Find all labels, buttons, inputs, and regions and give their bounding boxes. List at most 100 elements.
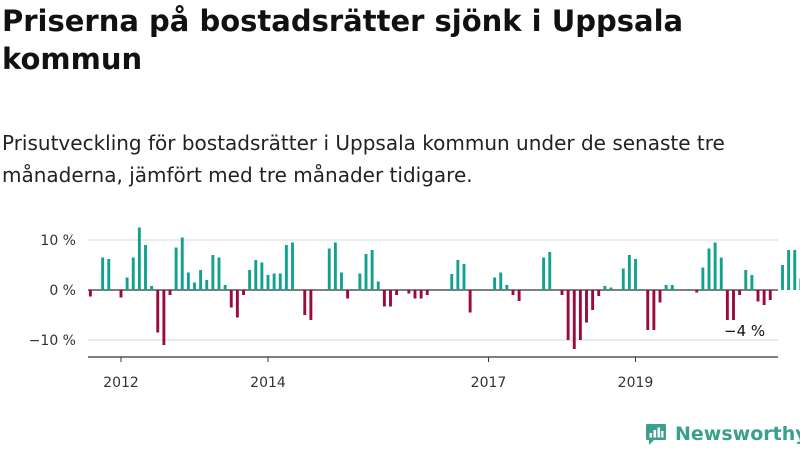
bar-positive (174, 247, 178, 290)
bar-positive (542, 257, 546, 290)
label-layer: 10 %0 %−10 %201220142017201920222024−4 % (29, 233, 765, 391)
bar-negative (738, 290, 742, 295)
bar-negative (585, 290, 588, 323)
bars-layer (88, 227, 800, 349)
bar-negative (229, 290, 233, 308)
bar-positive (781, 265, 784, 290)
bar-negative (572, 290, 576, 349)
bar-positive (211, 255, 215, 290)
bar-positive (450, 274, 454, 290)
y-tick-label: 0 % (49, 283, 76, 299)
bar-positive (101, 257, 105, 290)
bar-positive (627, 255, 631, 290)
bar-positive (462, 264, 466, 290)
bar-positive (327, 248, 331, 290)
bar-negative (597, 290, 601, 296)
bar-negative (235, 290, 239, 318)
bar-negative (407, 290, 411, 294)
chart-subtitle: Prisutveckling för bostadsrätter i Uppsa… (2, 131, 725, 187)
bar-positive (266, 275, 270, 290)
x-tick-label: 2014 (250, 375, 286, 391)
bar-positive (291, 242, 294, 290)
bar-positive (493, 277, 497, 290)
bar-positive (333, 242, 337, 290)
bar-positive (260, 262, 264, 290)
bar-positive (634, 259, 637, 290)
bar-negative (303, 290, 307, 315)
bar-positive (707, 248, 711, 290)
bar-positive (107, 259, 111, 290)
bar-negative (346, 290, 350, 299)
bar-negative (695, 290, 699, 293)
chart-title: Priserna på bostadsrätter sjönk i Uppsal… (2, 4, 684, 76)
bar-positive (193, 282, 196, 290)
bar-positive (272, 273, 276, 290)
bar-negative (468, 290, 472, 313)
bar-positive (603, 286, 607, 290)
bar-negative (560, 290, 564, 295)
bar-negative (119, 290, 123, 298)
x-tick-label: 2017 (471, 375, 507, 391)
bar-negative (395, 290, 399, 295)
grid-layer (88, 239, 778, 341)
bar-positive (340, 272, 343, 290)
bar-positive (217, 257, 221, 290)
bar-positive (701, 267, 705, 290)
bar-positive (137, 227, 141, 290)
bar-negative (309, 290, 313, 320)
bar-positive (180, 237, 184, 290)
bar-negative (242, 290, 245, 295)
bar-negative (566, 290, 570, 340)
bar-positive (125, 277, 129, 290)
bar-positive (150, 286, 154, 290)
bar-positive (364, 254, 368, 290)
newsworthy-logo: Newsworthy (644, 420, 800, 448)
bar-negative (591, 290, 595, 310)
bar-negative (88, 290, 92, 297)
bar-positive (793, 250, 797, 290)
bar-positive (199, 270, 203, 290)
bar-negative (425, 290, 429, 295)
bar-negative (768, 290, 772, 300)
bar-positive (144, 245, 147, 290)
bar-positive (131, 257, 135, 290)
bar-positive (750, 275, 754, 290)
bar-positive (664, 285, 668, 290)
newsworthy-logo-icon (646, 424, 666, 445)
bar-positive (456, 260, 460, 290)
bar-negative (168, 290, 172, 295)
bar-positive (787, 250, 791, 290)
y-tick-label: −10 % (29, 333, 76, 349)
bar-negative (156, 290, 160, 333)
bar-positive (609, 287, 613, 290)
bar-negative (517, 290, 521, 301)
bar-negative (382, 290, 386, 307)
bar-negative (413, 290, 417, 299)
x-tick-label: 2019 (618, 375, 654, 391)
bar-positive (621, 268, 625, 290)
axis-layer (88, 356, 778, 362)
bar-positive (278, 273, 282, 290)
bar-negative (511, 290, 515, 295)
bar-negative (389, 290, 392, 307)
bar-negative (419, 290, 423, 299)
bar-chart: 10 %0 %−10 %201220142017201920222024−4 % (29, 227, 800, 391)
bar-positive (186, 272, 190, 290)
bar-negative (725, 290, 729, 320)
bar-negative (578, 290, 582, 340)
bar-positive (719, 257, 723, 290)
y-tick-label: 10 % (40, 233, 76, 249)
bar-positive (505, 285, 509, 290)
bar-negative (658, 290, 662, 303)
last-value-annotation: −4 % (724, 322, 765, 340)
bar-positive (358, 273, 362, 290)
bar-positive (370, 250, 374, 290)
bar-negative (162, 290, 166, 345)
bar-positive (713, 242, 717, 290)
bar-positive (670, 285, 674, 290)
bar-positive (254, 260, 258, 290)
bar-negative (762, 290, 766, 305)
bar-negative (646, 290, 650, 330)
brand-name: Newsworthy (675, 423, 800, 445)
bar-positive (248, 270, 252, 290)
